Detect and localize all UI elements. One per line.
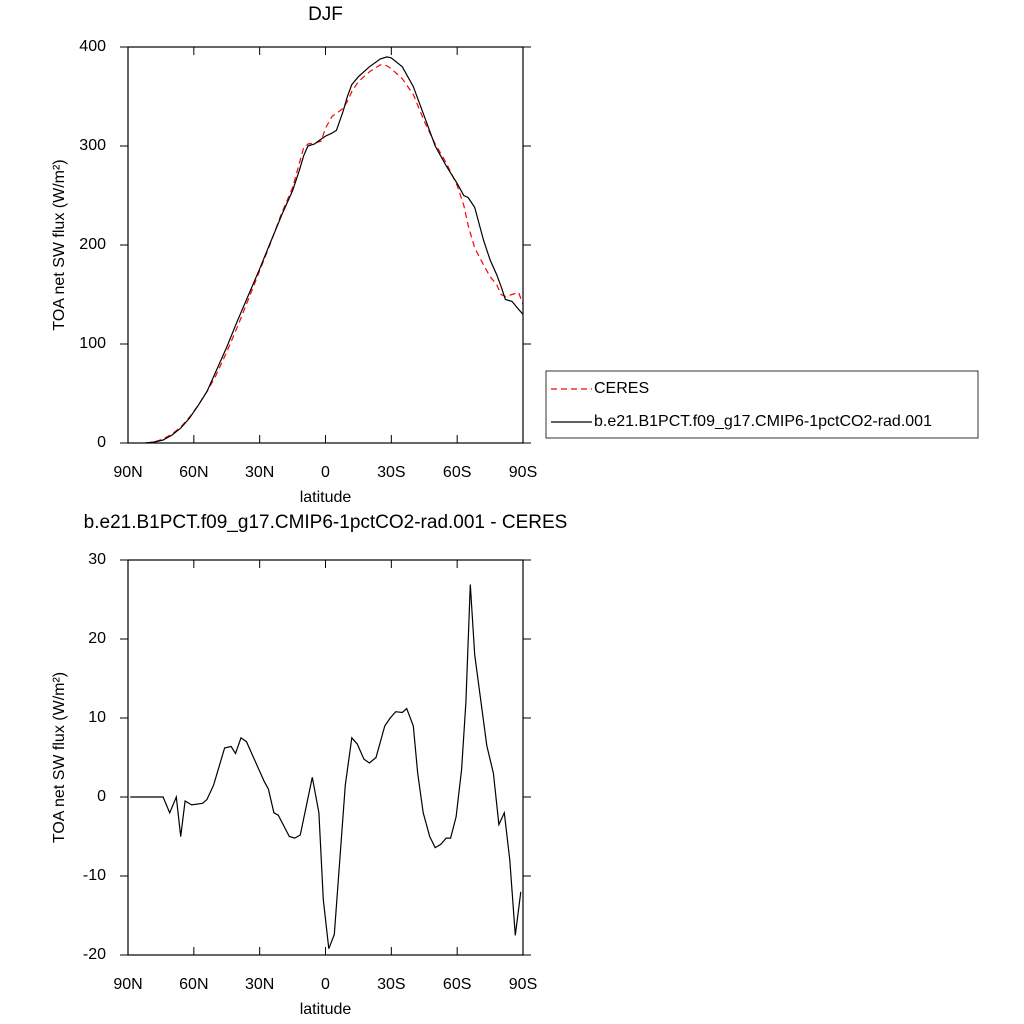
y-tick-label: 10 bbox=[88, 709, 106, 726]
x-axis-label: latitude bbox=[300, 1001, 352, 1018]
x-tick-label: 30N bbox=[245, 464, 274, 481]
x-tick-label: 0 bbox=[321, 976, 330, 993]
x-tick-label: 90N bbox=[113, 464, 142, 481]
data-line bbox=[145, 56, 524, 444]
data-line bbox=[130, 584, 522, 949]
y-axis-label: TOA net SW flux (W/m²) bbox=[51, 672, 68, 843]
x-tick-label: 60S bbox=[443, 976, 471, 993]
y-tick-label: 20 bbox=[88, 630, 106, 647]
y-tick-label: 200 bbox=[79, 236, 106, 253]
y-tick-label: 0 bbox=[97, 434, 106, 451]
y-tick-label: -20 bbox=[83, 946, 106, 963]
plot-frame bbox=[127, 559, 524, 956]
y-tick-label: 30 bbox=[88, 551, 106, 568]
chart-title: b.e21.B1PCT.f09_g17.CMIP6-1pctCO2-rad.00… bbox=[84, 512, 568, 533]
x-tick-label: 60N bbox=[179, 464, 208, 481]
legend-label: b.e21.B1PCT.f09_g17.CMIP6-1pctCO2-rad.00… bbox=[594, 413, 932, 430]
x-tick-label: 0 bbox=[321, 464, 330, 481]
y-tick-label: 400 bbox=[79, 38, 106, 55]
x-axis-label: latitude bbox=[300, 489, 352, 506]
y-axis-label: TOA net SW flux (W/m²) bbox=[51, 159, 68, 330]
y-tick-label: 300 bbox=[79, 137, 106, 154]
x-tick-label: 30N bbox=[245, 976, 274, 993]
legend-label: CERES bbox=[594, 380, 649, 397]
data-line bbox=[145, 64, 524, 444]
legend-box bbox=[545, 370, 979, 439]
x-tick-label: 30S bbox=[377, 464, 405, 481]
y-tick-label: 100 bbox=[79, 335, 106, 352]
x-tick-label: 90N bbox=[113, 976, 142, 993]
x-tick-label: 90S bbox=[509, 464, 537, 481]
chart-title: DJF bbox=[308, 4, 343, 25]
y-tick-label: 0 bbox=[97, 788, 106, 805]
x-tick-label: 60N bbox=[179, 976, 208, 993]
plot-frame bbox=[127, 46, 524, 444]
x-tick-label: 90S bbox=[509, 976, 537, 993]
x-tick-label: 60S bbox=[443, 464, 471, 481]
x-tick-label: 30S bbox=[377, 976, 405, 993]
y-tick-label: -10 bbox=[83, 867, 106, 884]
